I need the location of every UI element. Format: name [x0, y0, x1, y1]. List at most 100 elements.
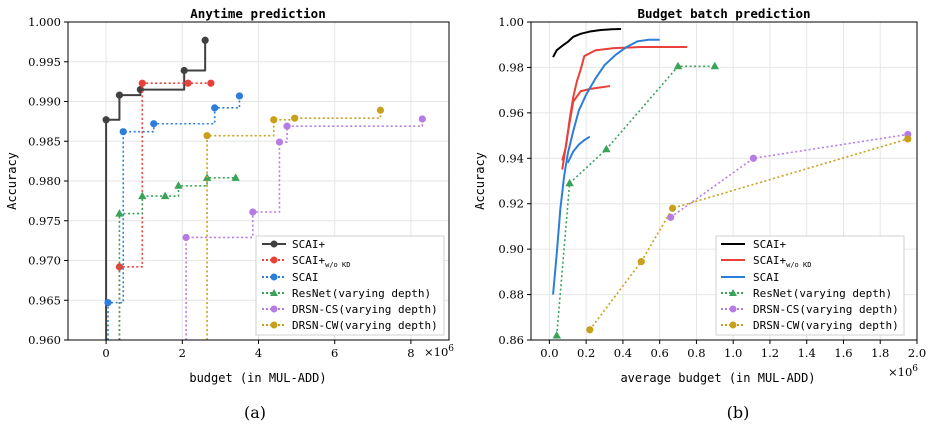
panel-a-title: Anytime prediction [190, 6, 325, 21]
drsn-cw-varying-depth-point [291, 114, 299, 122]
resnet-varying-depth-point [565, 178, 574, 187]
drsn-cs-varying-depth-point [283, 122, 291, 130]
drsn-cs-varying-depth-point [418, 115, 426, 123]
resnet-varying-depth-point [138, 191, 147, 200]
y-tick-label: 0.980 [28, 174, 61, 188]
scai-line [107, 95, 241, 340]
panel-b-plot-frame [530, 21, 918, 341]
svg-text:SCAI+w/o KD: SCAI+w/o KD [292, 254, 350, 269]
x-tick-label: 2 [179, 346, 186, 360]
panel-a-y-axis-label: Accuracy [5, 152, 19, 210]
drsn-cs-varying-depth-line [185, 118, 424, 340]
y-tick-label: 0.86 [498, 333, 524, 347]
y-tick-label: 0.94 [498, 151, 524, 165]
y-tick-label: 1.000 [28, 15, 61, 29]
x-tick-label: 0.6 [651, 346, 669, 360]
scai-point [211, 104, 219, 112]
scai-point [104, 299, 112, 307]
drsn-cw-varying-depth-line [206, 110, 382, 340]
scai-line [552, 28, 622, 58]
panel-b-chart: Budget batch prediction 0.0 0.2 0.4 0.6 0.8 1… [473, 6, 926, 422]
legend-item-drsn-cs: DRSN-CS(varying depth) [262, 303, 438, 316]
legend-item-scai: SCAI [262, 271, 319, 284]
svg-text:SCAI+: SCAI+ [292, 238, 325, 251]
legend-item-scai-plus-wo-kd: SCAI+w/o KD [721, 254, 811, 269]
svg-text:DRSN-CW(varying depth): DRSN-CW(varying depth) [292, 319, 438, 332]
svg-text:ResNet(varying depth): ResNet(varying depth) [292, 287, 431, 300]
x-tick-label: 0.2 [577, 346, 595, 360]
scai-point [102, 116, 110, 124]
x-tick-label: 4 [255, 346, 262, 360]
x-tick-label: 1.4 [798, 346, 816, 360]
resnet-varying-depth-point [160, 191, 170, 200]
scai-point [235, 92, 244, 100]
scai-line [566, 135, 591, 164]
svg-text:DRSN-CW(varying depth): DRSN-CW(varying depth) [753, 319, 899, 332]
scai-point [201, 36, 209, 44]
scai-w-o-kd-point [184, 79, 192, 87]
resnet-varying-depth-point [602, 144, 611, 153]
y-tick-label: 0.90 [498, 242, 524, 256]
scai-point [150, 120, 158, 128]
resnet-varying-depth-point [174, 181, 183, 189]
drsn-cw-varying-depth-point [904, 135, 912, 143]
resnet-varying-depth-point [231, 173, 240, 181]
svg-text:DRSN-CS(varying depth): DRSN-CS(varying depth) [292, 303, 438, 316]
x-tick-label: 1.2 [761, 346, 779, 360]
legend-item-scai-plus: SCAI+ [721, 238, 786, 251]
drsn-cw-varying-depth-point [668, 204, 677, 212]
x-tick-label: 1.6 [834, 346, 852, 360]
legend-item-scai-plus: SCAI+ [262, 238, 325, 251]
legend-item-drsn-cw: DRSN-CW(varying depth) [262, 319, 438, 332]
y-tick-label: 0.985 [28, 134, 61, 148]
y-tick-label: 0.970 [28, 254, 61, 268]
panel-b-y-axis-label: Accuracy [473, 152, 487, 210]
x-tick-label: 8 [407, 346, 414, 360]
resnet-varying-depth-point [115, 209, 124, 217]
scai-w-o-kd-point [207, 79, 215, 87]
svg-text:ResNet(varying depth): ResNet(varying depth) [753, 287, 892, 300]
y-tick-label: 0.965 [28, 293, 61, 307]
drsn-cs-varying-depth-point [667, 213, 675, 221]
resnet-varying-depth-point [552, 330, 561, 339]
y-tick-label: 0.92 [498, 197, 524, 211]
panel-a-legend: SCAI+ SCAI+w/o KD SCAI ResNet(varying de… [255, 235, 445, 336]
drsn-cw-varying-depth-point [376, 106, 385, 114]
drsn-cs-varying-depth-point [749, 154, 758, 162]
legend-item-scai-plus-wo-kd: SCAI+w/o KD [262, 254, 350, 269]
scai-point [119, 128, 127, 136]
panel-b-caption: (b) [727, 403, 750, 422]
y-tick-label: 0.960 [28, 333, 61, 347]
panel-b-x-axis-label: average budget (in MUL-ADD) [620, 371, 815, 385]
panel-b-legend: SCAI+ SCAI+w/o KD SCAI ResNet(varying de… [715, 235, 905, 336]
svg-text:SCAI: SCAI [292, 271, 319, 284]
scai-w-o-kd-point [138, 79, 146, 87]
y-tick-label: 0.975 [28, 214, 61, 228]
legend-item-resnet: ResNet(varying depth) [721, 287, 892, 300]
panel-a-chart: Anytime prediction 0 2 4 6 8 0.960 0.965 0.970 0… [5, 6, 454, 422]
resnet-varying-depth-point [710, 61, 720, 70]
resnet-varying-depth-point [673, 61, 683, 70]
drsn-cs-varying-depth-point [249, 208, 257, 216]
y-tick-label: 0.98 [498, 60, 524, 74]
x-tick-label: 1.0 [724, 346, 742, 360]
scai-point [115, 91, 124, 99]
legend-item-drsn-cw: DRSN-CW(varying depth) [721, 319, 899, 332]
svg-text:DRSN-CS(varying depth): DRSN-CS(varying depth) [753, 303, 899, 316]
drsn-cs-varying-depth-point [275, 138, 284, 146]
x-tick-label: 2.0 [908, 346, 926, 360]
scai-point [180, 66, 188, 75]
drsn-cw-varying-depth-point [586, 326, 594, 334]
panel-b-title: Budget batch prediction [637, 6, 810, 21]
y-tick-label: 0.990 [28, 95, 61, 109]
drsn-cs-varying-depth-line [670, 133, 908, 218]
x-tick-label: 1.8 [871, 346, 889, 360]
drsn-cw-varying-depth-point [203, 132, 211, 140]
y-tick-label: 0.96 [498, 106, 524, 120]
panel-b-x-multiplier: ×106 [888, 364, 918, 379]
drsn-cw-varying-depth-point [637, 258, 645, 266]
scai-line [552, 38, 660, 295]
resnet-varying-depth-line [118, 177, 236, 340]
scai-w-o-kd-line [561, 85, 611, 170]
x-tick-label: 0.8 [687, 346, 705, 360]
